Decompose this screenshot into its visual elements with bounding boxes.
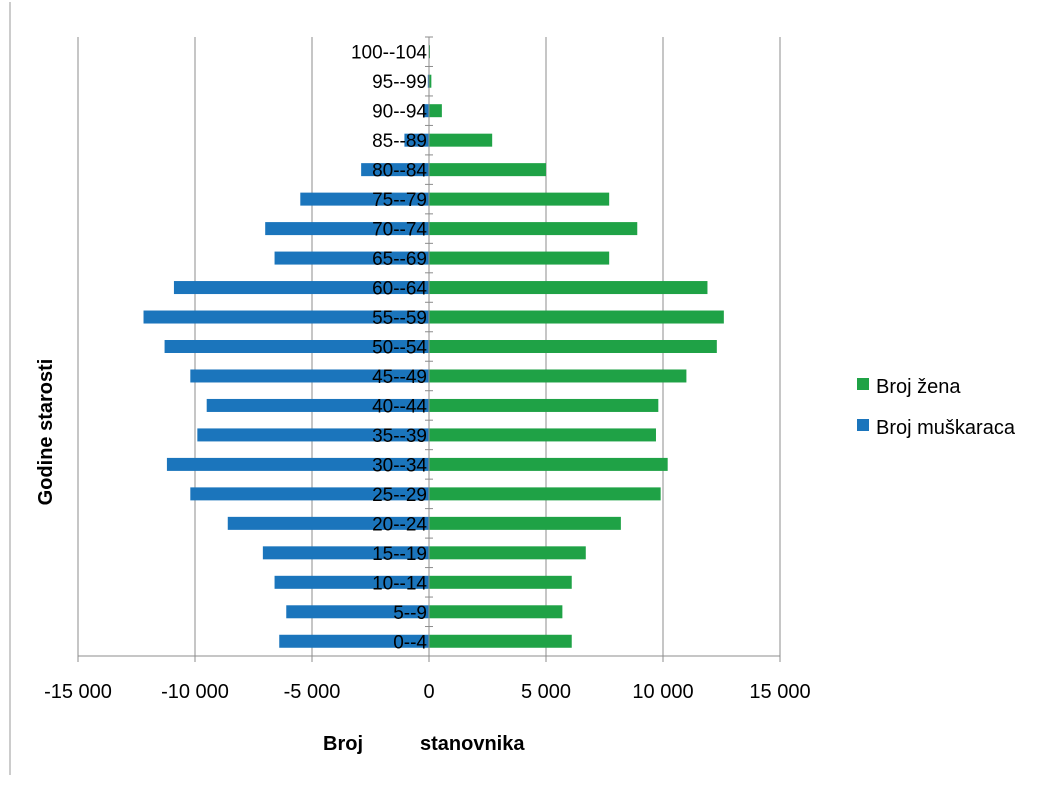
bar-women [429,457,668,471]
bar-men [143,310,429,324]
bar-women [429,605,563,619]
bar-women [429,340,717,353]
age-group-label: 35--39 [372,426,427,447]
bar-women [429,104,442,118]
age-group-label: 10--14 [372,573,427,594]
age-group-label: 90--94 [372,102,427,123]
axes [9,2,781,775]
legend-label-men: Broj muškaraca [876,417,1016,439]
bar-women [429,428,656,442]
bar-women [429,487,661,501]
age-group-label: 75--79 [372,190,427,211]
bar-men [265,222,429,236]
age-group-label: 30--34 [372,455,427,476]
bar-women [429,516,621,530]
bar-men [166,457,430,471]
bar-men [274,575,429,589]
legend-label-women: Broj žena [876,376,961,398]
age-group-label: 55--59 [372,308,427,329]
y-axis-title: Godine starosti [35,359,57,506]
age-group-label: 80--84 [372,161,427,182]
age-group-label: 50--54 [372,338,427,359]
bar-men [173,281,429,295]
bar-women [429,133,493,147]
bar-women [429,222,638,236]
bar-men [279,634,429,648]
bar-men [197,428,429,442]
bar-women [429,398,659,412]
x-tick-label: 5 000 [521,681,571,703]
legend: Broj žena Broj muškaraca [857,376,1016,439]
x-tick-label: 0 [423,681,434,703]
age-group-label: 70--74 [372,220,427,241]
age-group-label: 5--9 [393,603,427,624]
legend-swatch-men [857,419,869,431]
bar-women [429,251,610,265]
age-group-label: 85--89 [372,131,427,152]
bar-men [190,369,429,383]
age-group-label: 25--29 [372,485,427,506]
x-axis-title-part1: Broj [323,733,363,755]
x-tick-label: -5 000 [284,681,341,703]
bar-men [300,192,429,206]
x-tick-label: 10 000 [632,681,693,703]
bar-women [429,546,586,560]
bar-women [429,575,572,589]
bar-women [429,369,687,383]
bar-women [429,74,432,88]
legend-swatch-women [857,378,869,390]
age-group-label: 45--49 [372,367,427,388]
bar-men [404,133,429,147]
x-tick-labels: -15 000 -10 000 -5 000 0 5 000 10 000 15 000 [44,681,811,703]
bar-women [429,310,724,324]
bar-men [164,340,429,353]
series-women-bars [429,45,724,648]
bar-men [190,487,429,501]
age-group-label: 100--104 [351,43,427,64]
age-group-label: 95--99 [372,72,427,93]
x-tick-label: 15 000 [749,681,810,703]
age-group-labels: 0--4 5--9 10--14 15--19 20--24 25--29 30--34 35… [351,43,427,654]
bar-men [227,516,429,530]
bar-men [423,104,429,118]
x-tick-label: -10 000 [161,681,229,703]
bar-women [429,634,572,648]
age-group-label: 0--4 [393,632,427,653]
bar-men [262,546,429,560]
x-axis-title-part2: stanovnika [420,733,525,755]
series-men-bars [143,45,430,648]
bar-women [429,163,546,177]
bar-men [361,163,429,177]
bar-men [427,74,429,88]
age-group-label: 60--64 [372,279,427,300]
age-group-label: 15--19 [372,544,427,565]
age-group-label: 20--24 [372,514,427,535]
age-group-label: 40--44 [372,396,427,417]
age-group-label: 65--69 [372,249,427,270]
bar-men [286,605,429,619]
bar-women [429,192,610,206]
bar-men [274,251,429,265]
x-tick-label: -15 000 [44,681,112,703]
bar-women [429,281,708,295]
bar-men [206,398,429,412]
